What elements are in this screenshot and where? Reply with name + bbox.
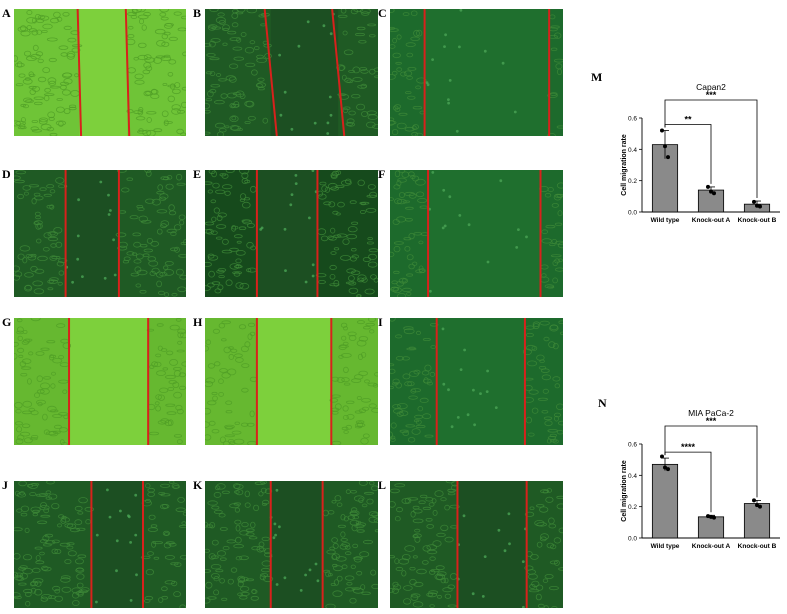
panel-label-b: B — [193, 6, 202, 20]
data-point — [660, 128, 664, 133]
micrograph-panel-c — [390, 9, 563, 136]
y-tick-label: 0.6 — [628, 116, 637, 123]
chart-capan2: Capan2 Cell migration rate 0.0 0.2 0.4 0.6 Wil… — [590, 78, 785, 228]
chart-mia-paca-2: MIA PaCa-2 Cell migration rate 0.0 0.2 0.4 0.… — [590, 404, 785, 554]
data-point — [755, 503, 759, 508]
data-point — [758, 204, 762, 209]
panel-label-d: D — [2, 167, 11, 181]
data-point — [755, 203, 759, 208]
micrograph-panel-f — [390, 170, 563, 297]
panel-label-g: G — [2, 315, 12, 329]
data-point — [709, 189, 713, 194]
data-point — [712, 191, 716, 196]
data-point — [752, 498, 756, 503]
panel-label-m: M — [591, 70, 603, 84]
significance-bracket — [664, 425, 758, 498]
micrograph-panel-j — [14, 481, 186, 608]
x-tick-label: Wild type — [651, 543, 680, 550]
y-axis-label: Cell migration rate — [621, 134, 628, 196]
micrograph-panel-a — [14, 9, 186, 136]
panel-label-a: A — [2, 6, 11, 20]
bar-knock-out-b — [743, 503, 771, 539]
bar-knock-out-a — [697, 516, 725, 539]
y-tick-label: 0.4 — [628, 473, 637, 480]
y-tick-label: 0.0 — [628, 210, 637, 217]
significance-bracket — [664, 99, 758, 199]
panel-label-h: H — [193, 315, 203, 329]
data-point — [666, 155, 670, 160]
micrograph-panel-l — [390, 481, 563, 608]
chart-title: Capan2 — [696, 82, 726, 92]
panel-label-e: E — [193, 167, 202, 181]
y-tick-label: 0.0 — [628, 536, 637, 543]
micrograph-panel-e — [205, 170, 378, 297]
significance-label: *** — [706, 90, 717, 100]
y-tick-label: 0.6 — [628, 442, 637, 449]
data-point — [660, 454, 664, 459]
x-tick-label: Knock-out A — [692, 217, 731, 224]
wound-edge-left — [263, 9, 278, 136]
significance-label: ** — [684, 115, 692, 125]
chart-title: MIA PaCa-2 — [688, 408, 734, 418]
y-axis-label: Cell migration rate — [621, 460, 628, 522]
data-point — [706, 184, 710, 189]
micrograph-panel-d — [14, 170, 186, 297]
data-point — [663, 465, 667, 470]
panel-label-l: L — [378, 478, 387, 492]
micrograph-panel-i — [390, 318, 563, 445]
wound-edge-right — [124, 9, 131, 136]
data-point — [712, 515, 716, 520]
panel-label-j: J — [2, 478, 8, 492]
data-point — [709, 514, 713, 519]
wound-edge-left — [76, 9, 83, 136]
micrograph-panel-g — [14, 318, 186, 445]
panel-label-n: N — [598, 396, 607, 410]
micrograph-panel-h — [205, 318, 378, 445]
x-tick-label: Wild type — [651, 217, 680, 224]
y-tick-label: 0.4 — [628, 147, 637, 154]
x-tick-label: Knock-out B — [738, 543, 777, 550]
data-point — [706, 514, 710, 519]
y-tick-label: 0.2 — [628, 504, 637, 511]
panel-label-k: K — [193, 478, 203, 492]
bar-wild-type — [651, 463, 679, 539]
x-tick-label: Knock-out B — [738, 217, 777, 224]
micrograph-panel-k — [205, 481, 378, 608]
panel-label-i: I — [378, 315, 383, 329]
panel-label-c: C — [378, 6, 387, 20]
data-point — [752, 199, 756, 204]
y-tick-label: 0.2 — [628, 178, 637, 185]
significance-label: **** — [681, 442, 696, 452]
data-point — [758, 504, 762, 509]
data-point — [666, 467, 670, 472]
micrograph-panel-b — [205, 9, 378, 136]
wound-edge-right — [331, 9, 346, 136]
panel-label-f: F — [378, 167, 386, 181]
significance-label: *** — [706, 416, 717, 426]
x-tick-label: Knock-out A — [692, 543, 731, 550]
data-point — [663, 144, 667, 149]
